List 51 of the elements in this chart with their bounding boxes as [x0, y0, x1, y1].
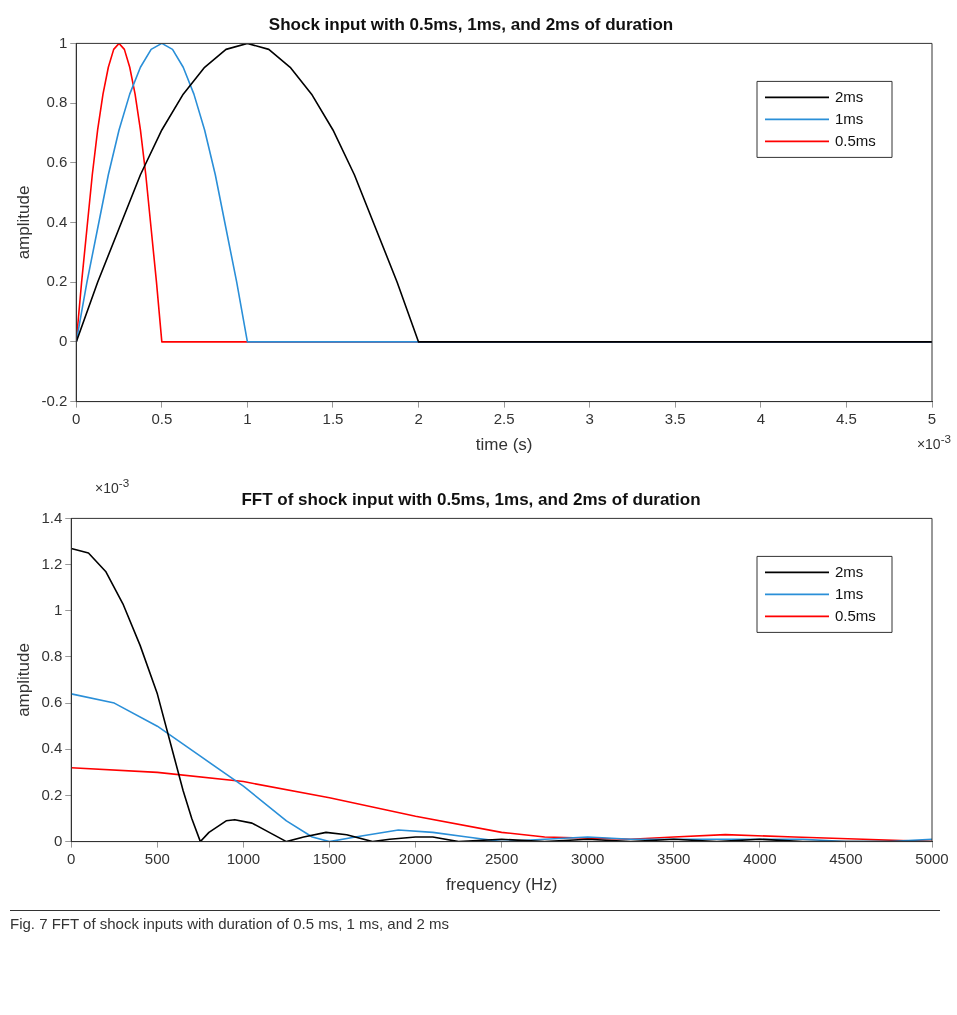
y-tick-label: 0.8: [46, 93, 68, 111]
x-tick-label: 2: [414, 409, 423, 427]
x-tick-label: 1500: [312, 849, 347, 867]
x-tick-label: 2.5: [493, 409, 515, 427]
y-tick-label: 1: [58, 33, 68, 51]
caption: Fig. 7 FFT of shock inputs with duration of 0.5 ms, 1 ms, and 2 ms: [10, 910, 940, 932]
x-tick-label: 2500: [484, 849, 519, 867]
legend-label: 1ms: [835, 109, 864, 127]
x-tick-label: 5: [927, 409, 937, 427]
x-tick-label: 0: [72, 409, 81, 427]
x-tick-label: 500: [144, 849, 170, 867]
x-tick-label: 3500: [657, 849, 691, 867]
x-tick-label: 1: [243, 409, 252, 427]
y-tick-label: 1.2: [41, 554, 63, 572]
y-tick-label: 1: [53, 600, 63, 618]
x-tick-label: 0.5: [151, 409, 173, 427]
y-axis-title: amplitude: [13, 643, 33, 717]
y-tick-label: 0.4: [41, 739, 63, 757]
x-tick-label: 1000: [226, 849, 261, 867]
x-tick-label: 4.5: [836, 409, 857, 427]
x-tick-label: 4000: [743, 849, 777, 867]
text: ×10$^{-3}$: [916, 432, 951, 452]
legend-label: 0.5ms: [835, 606, 876, 624]
x-tick-label: 3: [585, 409, 594, 427]
y-tick-label: 0.6: [41, 693, 63, 711]
legend-label: 0.5ms: [835, 131, 876, 149]
x-tick-label: 5000: [915, 849, 949, 867]
legend-label: 1ms: [835, 584, 864, 602]
x-tick-label: 3000: [571, 849, 605, 867]
chart-title: Shock input with 0.5ms, 1ms, and 2ms of duration: [268, 14, 674, 34]
y-tick-label: 0.6: [46, 152, 68, 170]
y-tick-label: 0.2: [41, 785, 63, 803]
legend-label: 2ms: [835, 562, 864, 580]
y-tick-label: 0.2: [46, 272, 68, 290]
chart-title: FFT of shock input with 0.5ms, 1ms, and 2ms of duration: [241, 489, 701, 509]
y-tick-label: 0.8: [41, 647, 63, 665]
x-tick-label: 4500: [829, 849, 863, 867]
x-axis-title: time (s): [475, 435, 533, 455]
y-tick-label: 1.4: [41, 508, 63, 526]
x-tick-label: 4: [756, 409, 766, 427]
x-tick-label: 3.5: [664, 409, 686, 427]
y-tick-label: -0.2: [41, 391, 68, 409]
y-axis-title: amplitude: [13, 185, 33, 260]
y-tick-label: 0: [53, 831, 63, 849]
text: ×10$^{-3}$: [95, 476, 130, 496]
legend-label: 2ms: [835, 87, 864, 105]
y-tick-label: 0.4: [46, 212, 68, 230]
x-tick-label: 2000: [398, 849, 433, 867]
x-axis-title: frequency (Hz): [445, 875, 558, 895]
y-tick-label: 0: [58, 332, 68, 350]
x-tick-label: 1.5: [322, 409, 344, 427]
